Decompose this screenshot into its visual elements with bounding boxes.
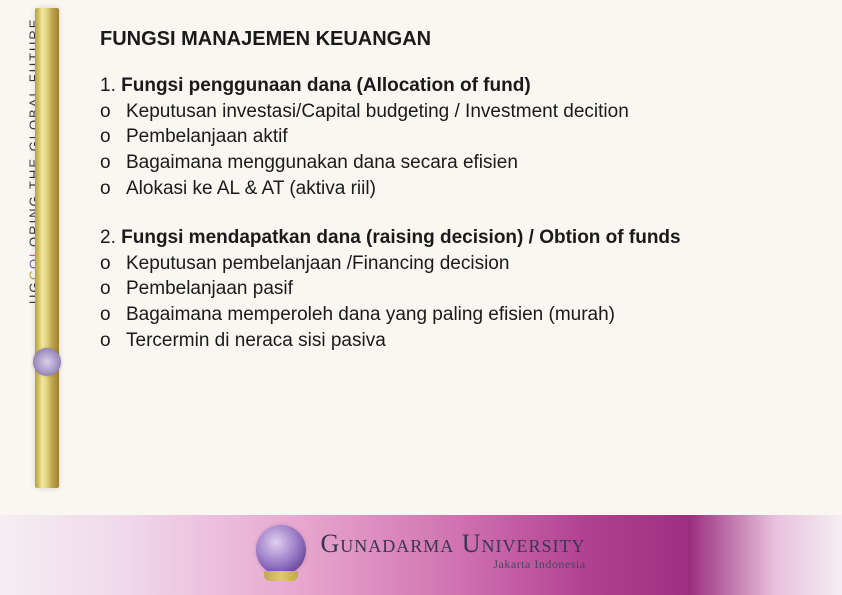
list-item-text: Keputusan pembelanjaan /Financing decisi… bbox=[126, 251, 800, 277]
page-title: FUNGSI MANAJEMEN KEUANGAN bbox=[100, 28, 800, 51]
footer-subtitle: Jakarta Indonesia bbox=[493, 557, 585, 572]
list-item: oKeputusan investasi/Capital budgeting /… bbox=[100, 99, 800, 125]
list-item-text: Tercermin di neraca sisi pasiva bbox=[126, 328, 800, 354]
bullet-marker: o bbox=[100, 99, 126, 125]
content-area: FUNGSI MANAJEMEN KEUANGAN 1. Fungsi peng… bbox=[100, 28, 800, 377]
list-item-text: Keputusan investasi/Capital budgeting / … bbox=[126, 99, 800, 125]
section-number: 1. bbox=[100, 75, 121, 96]
list-item-text: Bagaimana memperoleh dana yang paling ef… bbox=[126, 302, 800, 328]
list-item: oKeputusan pembelanjaan /Financing decis… bbox=[100, 251, 800, 277]
university-logo-icon bbox=[256, 525, 306, 575]
sidebar: UG COLORING THE GLOBAL FUTURE bbox=[24, 8, 70, 488]
bullet-marker: o bbox=[100, 251, 126, 277]
section-title: 1. Fungsi penggunaan dana (Allocation of… bbox=[100, 73, 800, 99]
section: 1. Fungsi penggunaan dana (Allocation of… bbox=[100, 73, 800, 201]
footer: Gunadarma University Jakarta Indonesia bbox=[0, 515, 842, 585]
section-title-text: Fungsi mendapatkan dana (raising decisio… bbox=[121, 227, 680, 248]
bullet-marker: o bbox=[100, 276, 126, 302]
bullet-marker: o bbox=[100, 176, 126, 202]
list-item: oAlokasi ke AL & AT (aktiva riil) bbox=[100, 176, 800, 202]
bullet-marker: o bbox=[100, 302, 126, 328]
list-item: oTercermin di neraca sisi pasiva bbox=[100, 328, 800, 354]
footer-text: Gunadarma University Jakarta Indonesia bbox=[320, 529, 585, 572]
list-item-text: Pembelanjaan pasif bbox=[126, 276, 800, 302]
list-item: oPembelanjaan pasif bbox=[100, 276, 800, 302]
section-title-text: Fungsi penggunaan dana (Allocation of fu… bbox=[121, 75, 531, 96]
list-item-text: Alokasi ke AL & AT (aktiva riil) bbox=[126, 176, 800, 202]
section-title: 2. Fungsi mendapatkan dana (raising deci… bbox=[100, 225, 800, 251]
list-item: oBagaimana menggunakan dana secara efisi… bbox=[100, 150, 800, 176]
section: 2. Fungsi mendapatkan dana (raising deci… bbox=[100, 225, 800, 353]
list-item: oPembelanjaan aktif bbox=[100, 124, 800, 150]
bullet-marker: o bbox=[100, 328, 126, 354]
list-item-text: Pembelanjaan aktif bbox=[126, 124, 800, 150]
footer-title: Gunadarma University bbox=[320, 529, 585, 559]
bullet-marker: o bbox=[100, 150, 126, 176]
section-number: 2. bbox=[100, 227, 121, 248]
sidebar-gold-stripe bbox=[35, 8, 59, 488]
bullet-marker: o bbox=[100, 124, 126, 150]
sidebar-emblem-icon bbox=[33, 348, 61, 376]
list-item-text: Bagaimana menggunakan dana secara efisie… bbox=[126, 150, 800, 176]
list-item: oBagaimana memperoleh dana yang paling e… bbox=[100, 302, 800, 328]
